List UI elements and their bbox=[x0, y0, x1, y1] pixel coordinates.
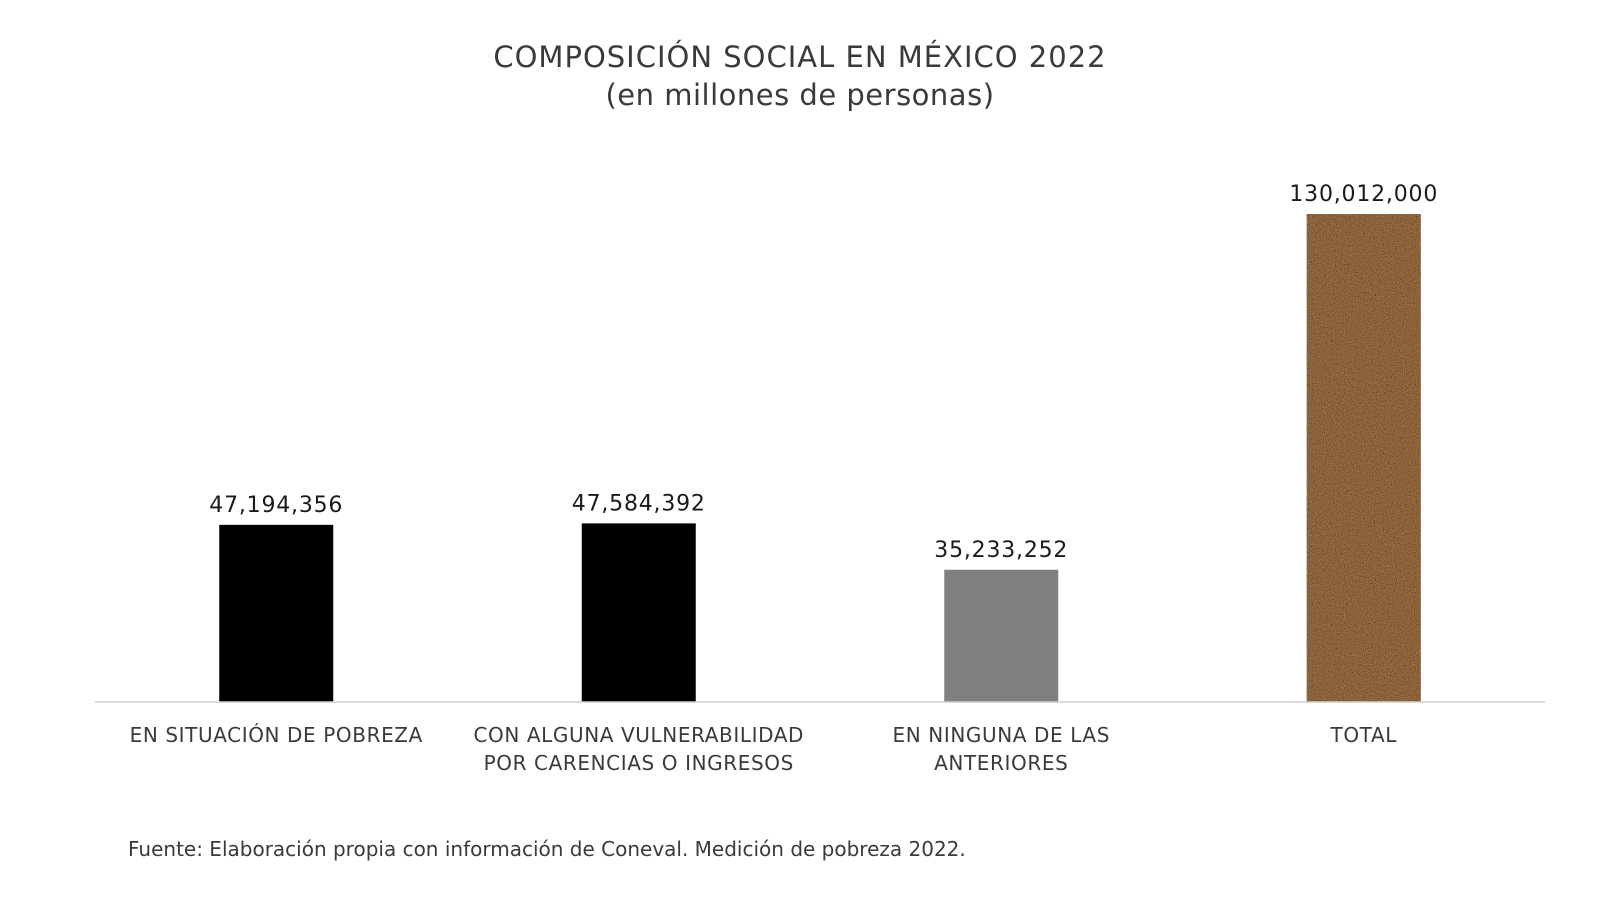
category-label-con-alguna-vulnerabilidad-por-carencias-o-ingresos-line-2: POR CARENCIAS O INGRESOS bbox=[484, 751, 794, 775]
bar-en-ninguna-de-las-anteriores bbox=[944, 569, 1059, 702]
bar-total bbox=[1306, 214, 1421, 702]
data-label-en-situacion-de-pobreza: 47,194,356 bbox=[209, 493, 343, 518]
category-label-en-situacion-de-pobreza: EN SITUACIÓN DE POBREZA bbox=[130, 723, 423, 747]
category-label-en-ninguna-de-las-anteriores-line-2: ANTERIORES bbox=[934, 751, 1068, 775]
chart-subtitle: (en millones de personas) bbox=[605, 78, 995, 112]
data-label-total: 130,012,000 bbox=[1289, 182, 1438, 207]
data-label-en-ninguna-de-las-anteriores: 35,233,252 bbox=[934, 538, 1068, 563]
data-label-con-alguna-vulnerabilidad-por-carencias-o-ingresos: 47,584,392 bbox=[572, 491, 706, 516]
bar-en-situacion-de-pobreza bbox=[219, 524, 334, 702]
category-label-total: TOTAL bbox=[1330, 723, 1398, 747]
category-label-en-ninguna-de-las-anteriores-line-1: EN NINGUNA DE LAS bbox=[893, 723, 1111, 747]
chart-title: COMPOSICIÓN SOCIAL EN MÉXICO 2022 bbox=[493, 40, 1107, 74]
category-label-con-alguna-vulnerabilidad-por-carencias-o-ingresos-line-1: CON ALGUNA VULNERABILIDAD bbox=[473, 723, 804, 747]
source-note: Fuente: Elaboración propia con informaci… bbox=[128, 837, 966, 861]
bar-con-alguna-vulnerabilidad-por-carencias-o-ingresos bbox=[581, 523, 696, 702]
